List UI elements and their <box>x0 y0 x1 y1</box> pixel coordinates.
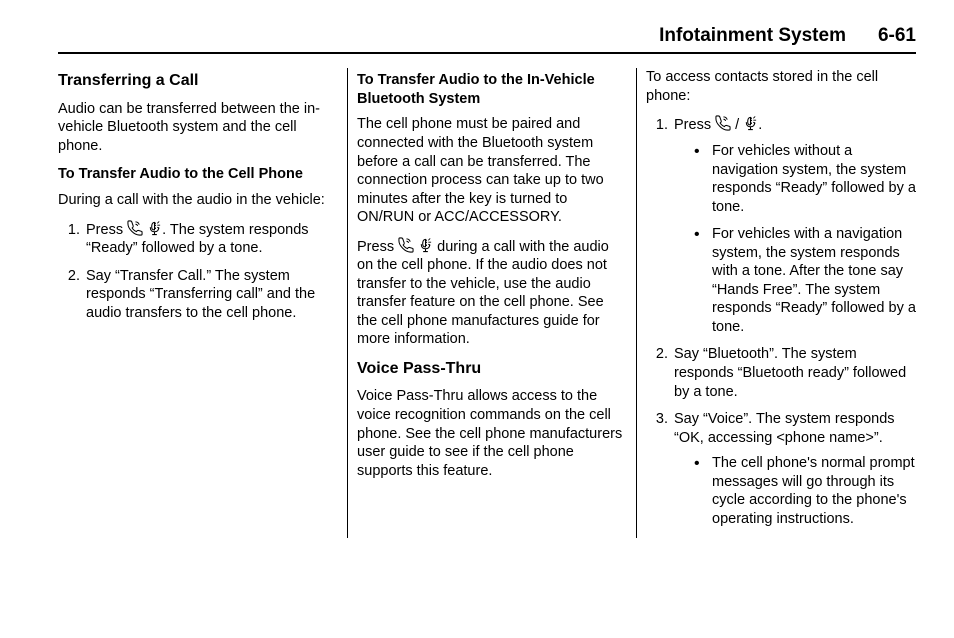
phone-voice-icon <box>715 115 731 131</box>
page-header: Infotainment System 6-61 <box>58 24 916 54</box>
to-vehicle-p1: The cell phone must be paired and connec… <box>357 115 627 226</box>
voice-passthru-heading: Voice Pass-Thru <box>357 359 627 379</box>
phone-voice-icon <box>127 220 143 236</box>
step-1: Press . The system responds “Ready” foll… <box>84 220 338 258</box>
p2-a: Press <box>357 239 398 255</box>
to-cell-phone-heading: To Transfer Audio to the Cell Phone <box>58 165 338 184</box>
s1-b: . <box>758 117 762 133</box>
bullet-prompt-cycle: The cell phone's normal prompt messages … <box>700 454 916 528</box>
voice-icon <box>147 220 162 236</box>
content-columns: Transferring a Call Audio can be transfe… <box>58 68 916 538</box>
phone-voice-icon <box>398 237 414 253</box>
contacts-steps: Press / . For vehicles without a navigat… <box>646 115 916 528</box>
step3-bullets: The cell phone's normal prompt messages … <box>674 454 916 528</box>
column-2: To Transfer Audio to the In-Vehicle Blue… <box>347 68 627 538</box>
voice-icon <box>418 237 433 253</box>
s1-a: Press <box>674 117 715 133</box>
contacts-step-2: Say “Bluetooth”. The system responds “Bl… <box>672 345 916 401</box>
step-2: Say “Transfer Call.” The system responds… <box>84 267 338 323</box>
voice-icon <box>743 115 758 131</box>
step-1-a: Press <box>86 222 127 238</box>
to-cell-phone-steps: Press . The system responds “Ready” foll… <box>58 220 338 323</box>
column-3: To access contacts stored in the cell ph… <box>636 68 916 538</box>
contacts-step-1: Press / . For vehicles without a navigat… <box>672 115 916 336</box>
column-1: Transferring a Call Audio can be transfe… <box>58 68 338 538</box>
bullet-with-nav: For vehicles with a navigation system, t… <box>700 225 916 336</box>
s3-text: Say “Voice”. The system responds “OK, ac… <box>674 411 895 446</box>
to-vehicle-heading: To Transfer Audio to the In-Vehicle Blue… <box>357 71 627 108</box>
contacts-step-3: Say “Voice”. The system responds “OK, ac… <box>672 410 916 528</box>
to-vehicle-p2: Press during a call with the audio on th… <box>357 237 627 349</box>
transferring-call-intro: Audio can be transferred between the in-… <box>58 100 338 156</box>
contacts-intro: To access contacts stored in the cell ph… <box>646 68 916 105</box>
transferring-call-heading: Transferring a Call <box>58 71 338 91</box>
bullet-no-nav: For vehicles without a navigation system… <box>700 142 916 216</box>
s1-mid: / <box>731 117 743 133</box>
header-page-number: 6-61 <box>878 24 916 48</box>
voice-passthru-p: Voice Pass-Thru allows access to the voi… <box>357 387 627 480</box>
to-cell-phone-pre: During a call with the audio in the vehi… <box>58 191 338 210</box>
step1-bullets: For vehicles without a navigation system… <box>674 142 916 336</box>
header-title: Infotainment System <box>659 24 846 48</box>
